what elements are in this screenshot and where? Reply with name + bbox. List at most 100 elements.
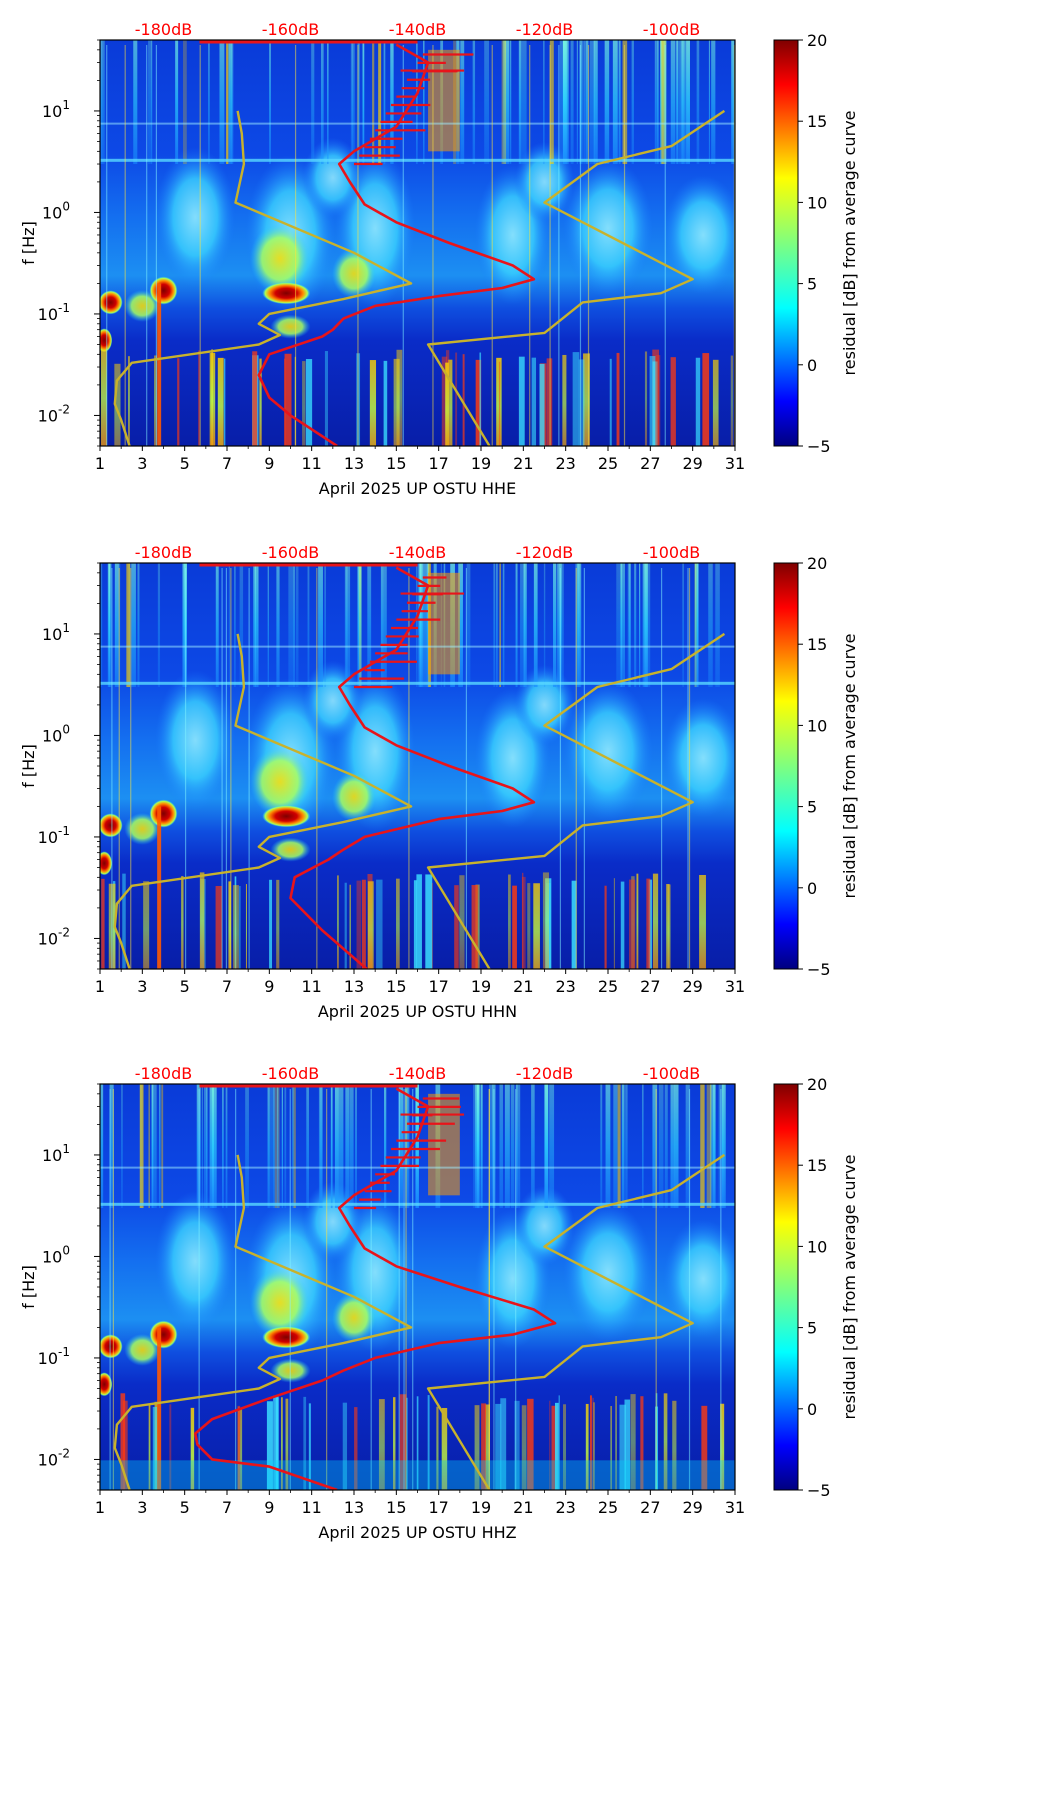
red-curve <box>289 566 536 969</box>
microseism-blob-4 <box>100 1372 113 1397</box>
event-line <box>109 1089 111 1490</box>
energy-blob-1 <box>249 223 310 294</box>
hf-streak <box>253 563 256 688</box>
colorbar-tick-label: 10 <box>807 1237 827 1256</box>
colorbar-tick-label: −5 <box>807 437 831 456</box>
hf-hot-block <box>428 1093 460 1196</box>
lf-event <box>624 1399 631 1490</box>
x-tick-label: 25 <box>598 977 618 996</box>
colorbar-tick-label: 10 <box>807 716 827 735</box>
lf-event <box>542 872 549 969</box>
x-axis-label: April 2025 UP OSTU HHZ <box>318 1523 516 1542</box>
event-line <box>106 45 108 446</box>
lf-event <box>454 885 459 969</box>
hf-streak <box>605 1084 611 1209</box>
hf-streak <box>245 1084 249 1209</box>
hf-streak <box>617 1084 621 1209</box>
gold-curve-right <box>426 109 726 446</box>
hf-streak <box>509 40 512 165</box>
lf-event <box>585 1403 589 1490</box>
lf-event <box>367 881 374 969</box>
hf-streak <box>109 1084 114 1209</box>
hf-streak <box>559 40 565 165</box>
colorbar-tick-label: 5 <box>807 798 817 817</box>
event-line <box>111 568 113 969</box>
lf-event <box>396 878 400 969</box>
lf-event <box>720 1403 725 1490</box>
hf-streak <box>350 40 353 165</box>
hf-streak <box>664 1084 668 1209</box>
hf-streak <box>520 563 525 688</box>
y-tick-label: 10-2 <box>38 402 70 425</box>
lf-event <box>699 874 706 969</box>
lf-event <box>512 885 517 969</box>
lf-event <box>630 1394 636 1490</box>
hf-streak <box>345 563 351 688</box>
lf-event <box>462 354 465 446</box>
lf-event <box>154 355 157 446</box>
hf-streak <box>288 563 293 688</box>
hf-streak <box>219 40 225 165</box>
lf-event <box>533 883 540 969</box>
db-scale-label: -120dB <box>516 20 573 39</box>
microseism-blob-4 <box>100 328 113 353</box>
y-tick-label: 101 <box>42 98 70 121</box>
hf-streak <box>499 563 501 688</box>
lf-event <box>498 361 501 446</box>
colorbar-gradient <box>773 562 799 970</box>
x-tick-label: 21 <box>513 454 533 473</box>
x-tick-label: 31 <box>725 977 745 996</box>
hf-streak <box>562 40 568 165</box>
colorbar-label: residual [dB] from average curve <box>840 1155 859 1420</box>
lf-event <box>237 1405 241 1490</box>
hf-streak <box>121 1084 123 1209</box>
x-tick-label: 19 <box>471 1498 491 1517</box>
hf-streak <box>593 40 598 165</box>
hf-streak <box>696 40 700 165</box>
lf-event <box>285 1398 289 1490</box>
y-tick-label: 101 <box>42 621 70 644</box>
db-scale-label: -100dB <box>643 20 700 39</box>
x-tick-label: 19 <box>471 454 491 473</box>
microseism-blob-3 <box>262 282 311 305</box>
lf-event <box>123 1400 128 1490</box>
lf-event <box>441 1407 448 1490</box>
hf-streak <box>384 1084 387 1209</box>
hf-streak <box>150 40 153 165</box>
lf-event <box>702 353 710 446</box>
hf-streak <box>306 1084 309 1209</box>
lf-event <box>266 1401 273 1490</box>
event-line <box>688 568 691 969</box>
hf-streak <box>255 563 259 688</box>
noise-blob-5 <box>563 158 653 299</box>
lf-event <box>228 881 231 969</box>
event-line <box>493 1089 495 1490</box>
microseism-blob-3 <box>262 1326 311 1349</box>
hf-streak <box>501 40 507 165</box>
lf-event <box>619 1404 626 1490</box>
x-tick-label: 29 <box>682 454 702 473</box>
x-tick-label: 7 <box>222 977 232 996</box>
hf-streak <box>131 563 136 688</box>
hf-streak <box>604 40 610 165</box>
energy-blob-3 <box>124 1333 161 1366</box>
x-tick-label: 31 <box>725 454 745 473</box>
microseism-blob-4 <box>100 851 113 876</box>
db-scale-label: -120dB <box>516 543 573 562</box>
lf-event <box>628 879 636 969</box>
event-line <box>230 568 232 969</box>
event-line <box>688 1089 691 1490</box>
hf-streak <box>383 563 387 688</box>
hf-streak <box>466 563 471 688</box>
hf-streak <box>367 563 372 688</box>
event-line <box>199 45 201 446</box>
lf-event <box>349 884 351 969</box>
event-line <box>130 568 132 969</box>
colorbar: −5 0 5 10 15 20 residual [dB] from average cur… <box>773 1075 859 1500</box>
hf-streak <box>274 1084 280 1209</box>
hf-streak <box>543 563 546 688</box>
lf-event <box>252 351 258 446</box>
hf-streak <box>338 1084 344 1209</box>
